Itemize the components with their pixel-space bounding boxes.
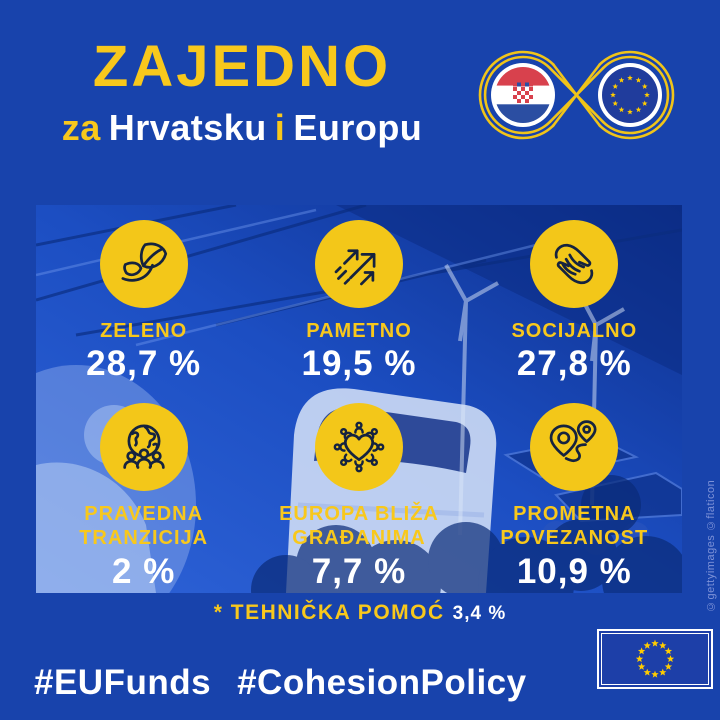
croatia-eu-infinity-logo bbox=[478, 50, 675, 140]
stat-pametno: PAMETNO 19,5 % bbox=[251, 205, 466, 398]
stat-label: PAMETNO bbox=[306, 320, 412, 342]
stat-value: 28,7 % bbox=[86, 344, 202, 384]
footnote-value: 3,4 % bbox=[452, 603, 507, 624]
footnote-label: * TEHNIČKA POMOĆ bbox=[213, 601, 445, 624]
stat-pravedna-tranzicija: PRAVEDNA TRANZICIJA 2 % bbox=[36, 398, 251, 593]
helping-hands-icon bbox=[530, 220, 619, 308]
globe-people-icon bbox=[99, 403, 188, 491]
eu-flag-badge bbox=[598, 63, 662, 127]
subtitle-word-hrvatsku: Hrvatsku bbox=[108, 107, 267, 148]
stat-prometna-povezanost: PROMETNA POVEZANOST 10,9 % bbox=[467, 398, 682, 593]
page-title: ZAJEDNO bbox=[92, 34, 392, 99]
stat-label: EUROPA BLIŽA GRAĐANIMA bbox=[279, 503, 439, 550]
stat-value: 7,7 % bbox=[311, 551, 407, 591]
stat-value: 19,5 % bbox=[301, 344, 417, 384]
stat-value: 2 % bbox=[112, 551, 176, 591]
hashtag-cohesionpolicy: #CohesionPolicy bbox=[237, 663, 527, 702]
stat-label: PRAVEDNA TRANZICIJA bbox=[79, 503, 209, 550]
subtitle-word-i: i bbox=[274, 107, 286, 148]
header: ZAJEDNO za Hrvatsku i Europu bbox=[18, 38, 466, 146]
hashtag-eufunds: #EUFunds bbox=[34, 663, 212, 702]
hashtags: #EUFunds #CohesionPolicy bbox=[34, 663, 553, 703]
photo-panel: ZELENO 28,7 % PAMETNO 19,5 % bbox=[36, 205, 682, 593]
page-subtitle: za Hrvatsku i Europu bbox=[18, 110, 466, 146]
leaves-icon bbox=[99, 220, 188, 308]
stat-zeleno: ZELENO 28,7 % bbox=[36, 205, 251, 398]
stat-label: SOCIJALNO bbox=[511, 320, 638, 342]
stat-label: ZELENO bbox=[100, 320, 188, 342]
technical-assistance-footnote: * TEHNIČKA POMOĆ 3,4 % bbox=[0, 601, 720, 625]
stat-value: 27,8 % bbox=[516, 344, 632, 384]
subtitle-word-europu: Europu bbox=[293, 107, 423, 148]
eu-flag bbox=[597, 629, 713, 689]
heart-community-icon bbox=[314, 403, 403, 491]
subtitle-word-za: za bbox=[61, 107, 101, 148]
stat-socijalno: SOCIJALNO 27,8 % bbox=[467, 205, 682, 398]
stat-label: PROMETNA POVEZANOST bbox=[500, 503, 649, 550]
growth-arrows-icon bbox=[314, 220, 403, 308]
croatia-flag-badge bbox=[491, 63, 555, 127]
stat-europa-bliza-gradanima: EUROPA BLIŽA GRAĐANIMA 7,7 % bbox=[251, 398, 466, 593]
attribution-credit: ©gettyimages ©flaticon bbox=[705, 479, 717, 612]
route-pins-icon bbox=[530, 403, 619, 491]
stats-grid: ZELENO 28,7 % PAMETNO 19,5 % bbox=[36, 205, 682, 593]
stat-value: 10,9 % bbox=[516, 551, 632, 591]
